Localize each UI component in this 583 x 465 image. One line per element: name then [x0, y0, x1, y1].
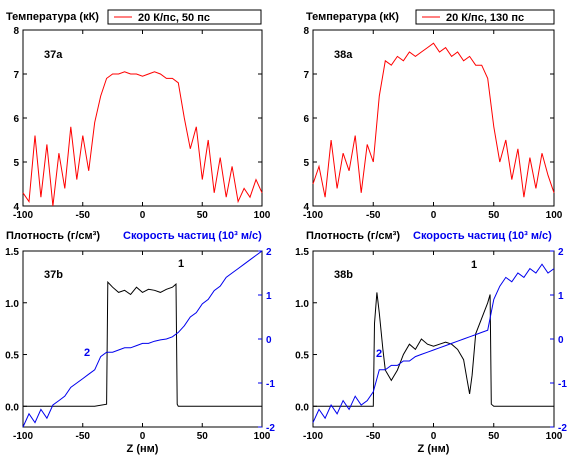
y2-tick-label: 1: [558, 291, 564, 302]
panel-label: 37a: [44, 49, 63, 61]
x-tick-label: 50: [197, 210, 209, 221]
panel-label: 38b: [334, 269, 353, 281]
legend-text: 20 К/пс, 50 пс: [138, 12, 210, 24]
x-tick-label: 0: [431, 431, 437, 442]
y-axis-title: Плотность (г/см³): [306, 230, 400, 242]
y2-tick-label: 2: [558, 247, 564, 258]
y-axis-title: Температура (кК): [306, 11, 399, 23]
x-tick-label: -100: [303, 431, 323, 442]
y2-tick-label: 0: [266, 335, 272, 346]
y2-axis-title: Скорость частиц (10³ м/с): [413, 230, 552, 242]
annotation-2: 2: [376, 348, 382, 360]
x-tick-label: -100: [13, 210, 33, 221]
y2-tick-label: 2: [266, 247, 272, 258]
x-tick-label: 50: [488, 431, 500, 442]
series-line-2: [312, 263, 555, 423]
x-tick-label: -50: [76, 431, 91, 442]
panel-label: 37b: [44, 269, 63, 281]
legend-text: 20 К/пс, 130 пс: [446, 12, 524, 24]
annotation-1: 1: [178, 258, 184, 270]
panel-38a: -100 -50 0 50 100 4 5 6 7 8 38a 20 К/пс, 130 пс Темп…: [303, 9, 563, 221]
y2-tick-label: -2: [558, 423, 567, 434]
series-line-20 К/пс, 130 пс: [312, 42, 555, 198]
y-tick-label: 0.0: [5, 402, 19, 413]
series-line-2: [22, 250, 263, 428]
panel-label: 38a: [334, 49, 353, 61]
y-tick-label: 0.0: [295, 402, 309, 413]
y2-tick-label: 1: [266, 291, 272, 302]
y2-tick-label: -1: [558, 379, 567, 390]
y-tick-label: 0.5: [295, 351, 309, 362]
x-tick-label: 0: [140, 431, 146, 442]
y-tick-label: 6: [303, 114, 309, 125]
annotation-1: 1: [471, 259, 477, 271]
y-tick-label: 5: [303, 158, 309, 169]
series-line-20 К/пс, 50 пс: [22, 71, 263, 207]
x-tick-label: -100: [303, 210, 323, 221]
panel-38b: -100 -50 0 50 100 0.0 0.5 1.0 1.5 -2 -1 0 1 2 38b Плотн…: [295, 230, 567, 455]
y2-tick-label: -1: [266, 379, 275, 390]
y-tick-label: 6: [13, 114, 19, 125]
x-tick-label: 0: [431, 210, 437, 221]
y-tick-label: 7: [303, 70, 309, 81]
y-tick-label: 8: [303, 26, 309, 37]
annotation-2: 2: [84, 347, 90, 359]
y2-tick-label: -2: [266, 423, 275, 434]
x-axis-title: Z (нм): [127, 443, 159, 455]
y2-tick-label: 0: [558, 335, 564, 346]
x-tick-label: -50: [366, 431, 381, 442]
x-axis-title: Z (нм): [418, 443, 450, 455]
panel-37b: -100 -50 0 50 100 0.0 0.5 1.0 1.5 -2 -1 0 1 2 37b Плотн…: [5, 230, 275, 455]
y-tick-label: 1.5: [295, 247, 309, 258]
y-tick-label: 8: [13, 26, 19, 37]
x-tick-label: 100: [546, 210, 563, 221]
x-tick-label: 0: [140, 210, 146, 221]
panel-37a: -100 -50 0 50 100 4 5 6 7 8 37a 20 К/пс, 50 пс Темпе…: [6, 9, 271, 221]
x-tick-label: -100: [13, 431, 33, 442]
series-line-1: [23, 280, 262, 407]
x-tick-label: 100: [546, 431, 563, 442]
y-tick-label: 1.0: [295, 299, 309, 310]
y2-axis-title: Скорость частиц (10³ м/с): [123, 230, 262, 242]
x-tick-label: 100: [254, 431, 271, 442]
y-tick-label: 1.0: [5, 299, 19, 310]
x-tick-label: 50: [197, 431, 209, 442]
y-tick-label: 7: [13, 70, 19, 81]
series-line-1: [313, 292, 554, 407]
x-tick-label: 100: [254, 210, 271, 221]
y-tick-label: 5: [13, 158, 19, 169]
legend-box: [107, 9, 262, 25]
x-tick-label: -50: [76, 210, 91, 221]
y-tick-label: 1.5: [5, 247, 19, 258]
legend-box: [415, 9, 555, 25]
y-axis-title: Плотность (г/см³): [6, 230, 100, 242]
x-tick-label: -50: [366, 210, 381, 221]
y-tick-label: 4: [13, 202, 19, 213]
x-tick-label: 50: [488, 210, 500, 221]
y-axis-title: Температура (кК): [6, 11, 99, 23]
y-tick-label: 0.5: [5, 351, 19, 362]
y-tick-label: 4: [303, 202, 309, 213]
